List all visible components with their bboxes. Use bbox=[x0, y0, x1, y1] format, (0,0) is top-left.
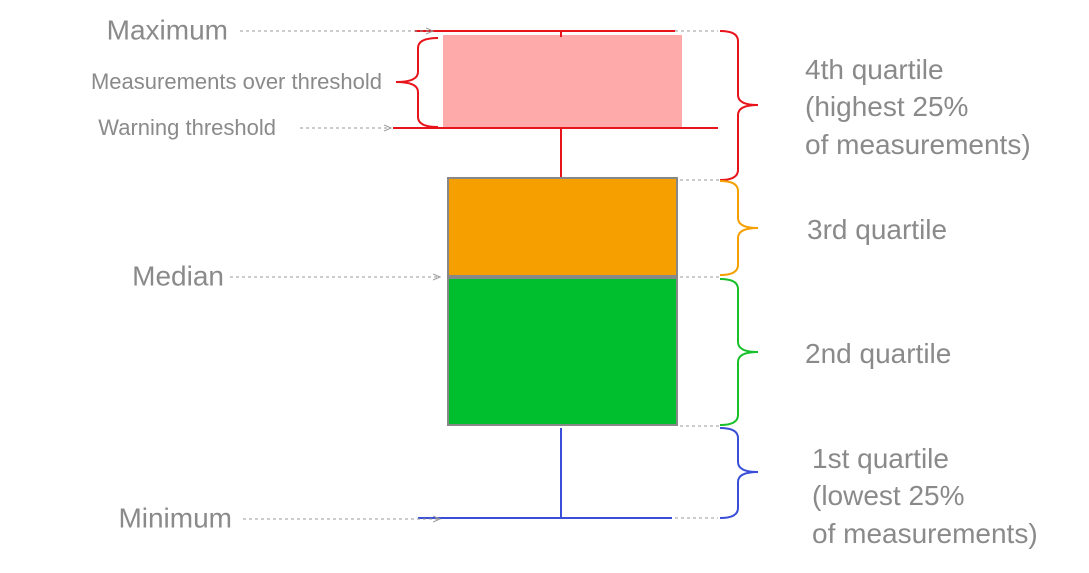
threshold-brace bbox=[395, 37, 439, 128]
label: 3rd quartile bbox=[807, 214, 947, 245]
label: Warning threshold bbox=[98, 115, 276, 140]
label-line: 4th quartile bbox=[805, 54, 944, 85]
label-line: (highest 25% bbox=[805, 91, 968, 122]
label-line: (lowest 25% bbox=[812, 480, 965, 511]
label: Maximum bbox=[107, 14, 228, 45]
label: Minimum bbox=[118, 502, 232, 533]
label: 1st quartile (lowest 25% of measurements… bbox=[812, 443, 1038, 549]
label-line: of measurements) bbox=[805, 129, 1031, 160]
q3-box bbox=[447, 177, 678, 277]
label: 2nd quartile bbox=[805, 338, 951, 369]
label-line: 2nd quartile bbox=[805, 338, 951, 369]
label-line: 3rd quartile bbox=[807, 214, 947, 245]
label: Median bbox=[132, 260, 224, 291]
label: 4th quartile (highest 25% of measurement… bbox=[805, 54, 1031, 160]
q2-brace bbox=[719, 278, 759, 426]
q2-box bbox=[447, 277, 678, 426]
q3-brace bbox=[719, 180, 759, 276]
over-threshold-area bbox=[443, 35, 682, 128]
q4-brace bbox=[719, 30, 759, 181]
label-line: of measurements) bbox=[812, 518, 1038, 549]
q1-brace bbox=[719, 427, 759, 519]
label-line: 1st quartile bbox=[812, 443, 949, 474]
label: Measurements over threshold bbox=[91, 69, 382, 94]
